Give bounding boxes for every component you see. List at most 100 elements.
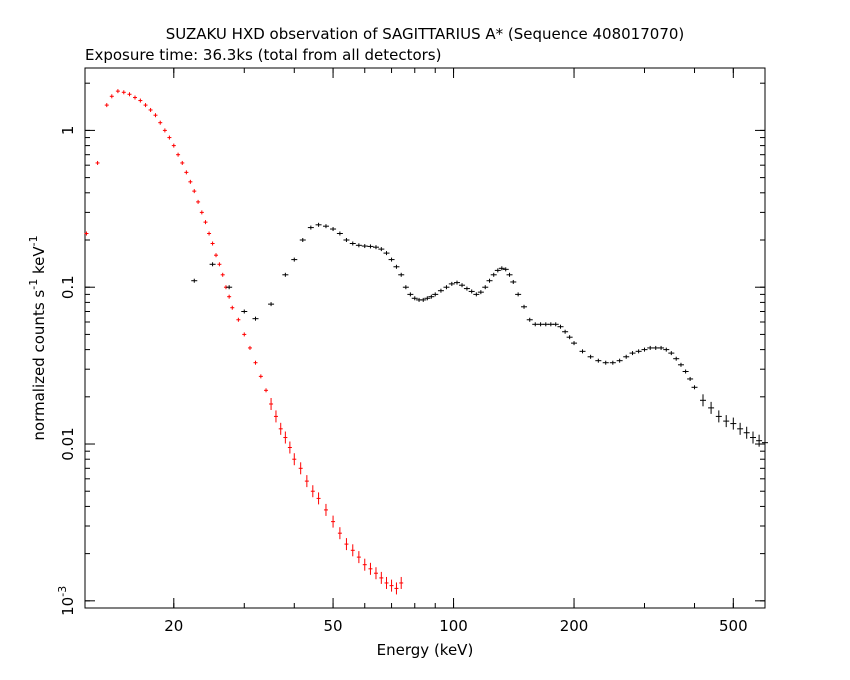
data-point	[282, 272, 289, 277]
data-point	[278, 422, 283, 435]
x-axis-tick-labels: 20 50 100 200 500	[164, 617, 747, 635]
data-point	[214, 253, 219, 258]
y-tick-label: 1	[59, 126, 77, 136]
data-point	[331, 515, 336, 528]
data-point	[355, 243, 362, 248]
data-point	[269, 397, 274, 410]
data-point	[411, 296, 418, 301]
data-point	[428, 294, 435, 299]
data-point	[337, 527, 342, 540]
data-point	[230, 305, 235, 310]
data-point	[316, 492, 321, 505]
data-point	[623, 354, 630, 359]
data-point	[226, 285, 233, 290]
data-point	[557, 324, 564, 329]
data-point	[379, 571, 384, 584]
data-point	[158, 120, 163, 125]
data-point	[148, 107, 153, 112]
data-point	[310, 485, 315, 498]
data-point	[84, 231, 89, 236]
data-point	[143, 103, 148, 108]
data-point	[635, 349, 642, 354]
data-point	[384, 576, 389, 589]
x-tick-label: 100	[439, 617, 468, 635]
data-point	[291, 257, 298, 262]
data-point	[398, 272, 405, 277]
data-point	[95, 160, 100, 165]
data-point	[468, 289, 475, 294]
data-point	[394, 582, 399, 595]
y-tick-label: 0.1	[59, 275, 77, 299]
x-tick-label: 20	[164, 617, 183, 635]
data-point	[372, 245, 379, 250]
data-point	[448, 281, 455, 286]
data-point	[192, 189, 197, 194]
x-tick-label: 50	[324, 617, 343, 635]
data-point	[490, 272, 497, 277]
data-point	[171, 143, 176, 148]
data-point	[723, 415, 730, 428]
data-point	[579, 349, 586, 354]
data-point	[322, 224, 329, 229]
data-point	[682, 369, 689, 374]
data-point	[595, 358, 602, 363]
data-point	[393, 264, 400, 269]
data-point	[167, 135, 172, 140]
data-point	[750, 431, 757, 444]
data-point	[298, 462, 303, 475]
data-point	[641, 347, 648, 352]
data-point	[515, 292, 522, 297]
data-point	[383, 251, 390, 256]
data-point	[708, 401, 715, 414]
data-point	[673, 356, 680, 361]
data-point	[209, 262, 216, 267]
data-point	[203, 220, 208, 225]
data-point	[292, 453, 297, 466]
data-point	[510, 279, 517, 284]
data-point	[344, 538, 349, 551]
data-point	[227, 294, 232, 299]
data-point	[616, 358, 623, 363]
data-point	[542, 322, 549, 327]
chart-title: SUZAKU HXD observation of SAGITTARIUS A*…	[166, 25, 685, 43]
x-axis-ticks	[173, 68, 766, 608]
data-point	[562, 329, 569, 334]
data-point	[307, 225, 314, 230]
data-point	[526, 317, 533, 322]
plot-frame	[84, 67, 766, 609]
data-point	[399, 576, 404, 589]
data-point	[668, 351, 675, 356]
data-point	[268, 302, 275, 307]
data-point	[373, 567, 378, 580]
x-tick-label: 200	[560, 617, 589, 635]
data-point	[537, 322, 544, 327]
data-point	[287, 441, 292, 454]
data-point	[104, 103, 109, 108]
chart-subtitle: Exposure time: 36.3ks (total from all de…	[85, 46, 441, 64]
data-point	[677, 362, 684, 367]
data-point	[180, 160, 185, 165]
data-point	[304, 475, 309, 488]
data-point	[737, 422, 744, 435]
data-point	[402, 285, 409, 290]
data-point	[220, 272, 225, 277]
data-point	[482, 285, 489, 290]
data-point	[473, 292, 480, 297]
data-point	[658, 345, 665, 350]
data-point	[349, 241, 356, 246]
data-point	[207, 231, 212, 236]
data-point	[571, 341, 578, 346]
data-point	[138, 98, 143, 103]
data-point	[343, 238, 350, 243]
data-point	[199, 210, 204, 215]
data-point	[609, 360, 616, 365]
data-point	[687, 376, 694, 381]
data-point	[762, 436, 768, 449]
data-point	[361, 244, 368, 249]
data-point	[356, 551, 361, 564]
data-point	[121, 90, 126, 95]
data-point	[252, 316, 259, 321]
y-tick-label: 10-3	[56, 586, 77, 616]
data-point	[188, 179, 193, 184]
